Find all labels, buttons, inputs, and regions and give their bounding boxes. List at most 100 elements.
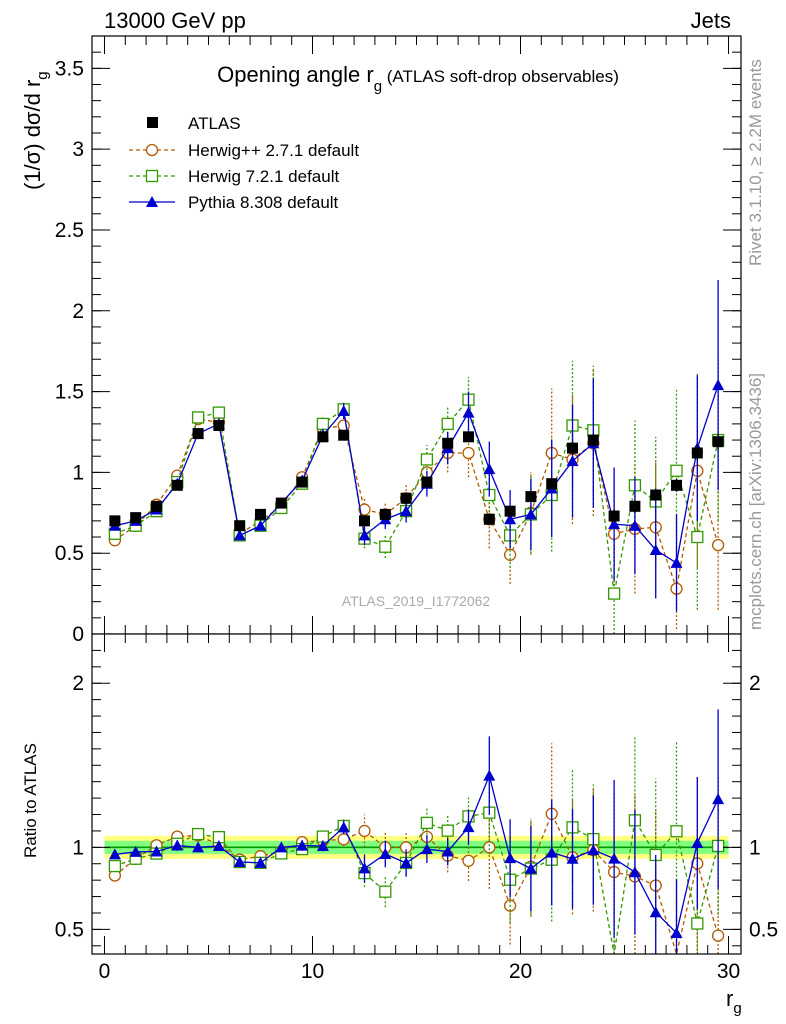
pythia-point-4 [192, 841, 205, 853]
ratio-series-pythia [108, 709, 725, 954]
y-tick-label: 0.5 [55, 542, 84, 565]
pythia-point-10 [316, 839, 329, 851]
herwig7-point-15 [420, 816, 434, 830]
herwigpp-point-11 [337, 419, 350, 432]
pythia-point-18 [483, 463, 496, 475]
data-point-13 [379, 508, 391, 520]
x-axis-label: rg [726, 986, 742, 1017]
pythia-point-19 [504, 852, 517, 864]
pythia-point-0 [108, 848, 121, 860]
y-tick-label: 3.5 [55, 57, 84, 80]
pythia-point-8 [275, 841, 288, 853]
pythia-point-15 [420, 843, 433, 855]
data-point-24 [608, 510, 620, 522]
legend-entry-herwig7: Herwig 7.2.1 default [129, 167, 339, 186]
data-point-26 [650, 489, 662, 501]
data-point-10 [317, 431, 329, 443]
data-point-1 [130, 512, 142, 524]
pythia-point-25 [628, 866, 641, 878]
data-point-0 [109, 515, 121, 527]
pythia-point-1 [129, 845, 142, 857]
main-series-data [109, 420, 724, 532]
main-panel-series [108, 280, 725, 634]
data-point-29 [712, 436, 724, 448]
pythia-point-26 [649, 906, 662, 918]
herwigpp-point-12 [358, 503, 371, 516]
pythia-point-2 [150, 845, 163, 857]
pythia-point-13 [379, 847, 392, 859]
pythia-point-23 [587, 844, 600, 856]
mcplots-label: mcplots.cern.ch [arXiv:1306.3436] [746, 373, 765, 630]
pythia-point-25 [628, 519, 641, 531]
pythia-point-5 [212, 840, 225, 852]
pythia-point-3 [171, 839, 184, 851]
data-point-20 [525, 491, 537, 503]
x-tick-label: 20 [509, 960, 532, 983]
main-panel: 0 0.5 1 1.5 2 2.5 3 3.5 Opening angle rg (ATLAS… [55, 35, 742, 646]
pythia-point-20 [524, 862, 537, 874]
herwigpp-point-29 [711, 929, 725, 942]
herwig7-point-10 [316, 417, 330, 431]
y-tick-label-right: 2 [749, 672, 761, 695]
main-panel-axes: 0 0.5 1 1.5 2 2.5 3 3.5 [55, 36, 741, 646]
x-tick-label: 0 [99, 960, 111, 983]
data-point-22 [567, 442, 579, 454]
triangle-filled-icon [146, 196, 158, 207]
circle-open-icon [145, 143, 159, 157]
pythia-point-22 [566, 455, 579, 467]
legend-label: Pythia 8.308 default [188, 193, 339, 212]
herwig7-point-4 [191, 827, 205, 841]
legend-label: ATLAS [188, 114, 241, 133]
data-point-16 [442, 437, 454, 449]
pythia-point-26 [649, 543, 662, 555]
herwigpp-point-17 [462, 446, 475, 460]
herwig7-point-13 [379, 540, 392, 553]
jets-label: Jets [691, 8, 731, 33]
pythia-point-16 [441, 845, 454, 857]
herwig7-point-16 [441, 824, 454, 837]
pythia-point-14 [400, 505, 413, 517]
data-point-14 [400, 492, 412, 504]
y-axis-label-top: (1/σ) dσ/d rg [20, 71, 51, 190]
y-tick-label: 3 [72, 138, 84, 161]
pythia-point-7 [254, 519, 267, 531]
data-point-21 [546, 478, 558, 490]
y-axis-label-ratio: Ratio to ATLAS [21, 743, 40, 858]
herwig7-point-28 [691, 917, 704, 930]
herwig7-point-16 [441, 417, 454, 431]
y-tick-label-right: 1 [749, 836, 761, 859]
herwigpp-point-12 [358, 824, 371, 838]
legend-entry-herwigpp: Herwig++ 2.7.1 default [129, 141, 359, 160]
pythia-point-7 [254, 856, 267, 868]
data-point-28 [691, 447, 703, 459]
pythia-point-24 [608, 518, 621, 530]
y-tick-label: 2 [72, 672, 84, 695]
data-point-6 [234, 520, 246, 532]
collision-label: 13000 GeV pp [104, 8, 246, 33]
herwig7-point-13 [379, 885, 392, 898]
herwig7-point-4 [191, 411, 205, 424]
y-tick-label-right: 0.5 [749, 918, 778, 941]
x-tick-label: 30 [717, 960, 740, 983]
data-point-17 [463, 431, 475, 443]
pythia-point-6 [233, 529, 246, 541]
pythia-point-12 [358, 862, 371, 874]
pythia-point-17 [462, 406, 475, 418]
data-point-3 [171, 479, 183, 491]
herwigpp-point-17 [462, 854, 475, 867]
pythia-point-21 [545, 846, 558, 858]
herwig7-point-28 [691, 530, 704, 544]
ratio-panel-axes: 0.5 0.51 12 20 10 20 30 [55, 634, 778, 983]
ratio-panel-series [108, 709, 725, 957]
herwig7-point-5 [212, 406, 226, 419]
legend-entry-atlas: ATLAS [147, 114, 241, 133]
data-point-23 [587, 434, 599, 446]
pythia-point-6 [233, 856, 246, 868]
data-point-5 [213, 420, 225, 432]
pythia-point-9 [296, 839, 309, 851]
legend-entry-pythia: Pythia 8.308 default [129, 193, 339, 212]
pythia-point-20 [524, 508, 537, 520]
data-point-25 [629, 500, 641, 512]
pythia-point-19 [504, 513, 517, 525]
data-point-7 [254, 508, 266, 520]
